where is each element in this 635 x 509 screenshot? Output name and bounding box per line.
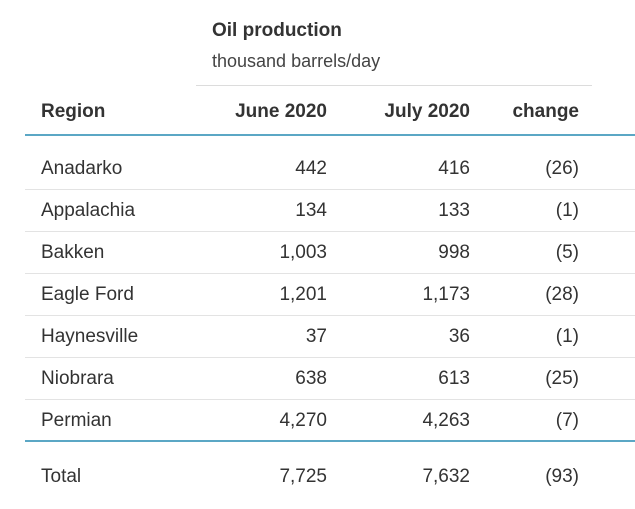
row-divider xyxy=(25,357,635,358)
header-july-2020: July 2020 xyxy=(384,101,470,122)
table-row: Haynesville 37 36 (1) xyxy=(25,316,635,358)
table-row: Appalachia 134 133 (1) xyxy=(25,190,635,232)
table-row: Permian 4,270 4,263 (7) xyxy=(25,400,635,442)
cell-july: 4,263 xyxy=(422,410,470,431)
cell-july: 36 xyxy=(448,326,470,347)
row-divider xyxy=(25,231,635,232)
cell-june: 638 xyxy=(295,368,327,389)
table-title: Oil production xyxy=(212,20,342,41)
cell-july: 133 xyxy=(438,200,470,221)
group-header-divider xyxy=(196,85,592,86)
table-row: Anadarko 442 416 (26) xyxy=(25,148,635,190)
row-divider xyxy=(25,189,635,190)
cell-july: 416 xyxy=(438,158,470,179)
header-region: Region xyxy=(41,101,106,122)
cell-region: Appalachia xyxy=(41,200,136,221)
cell-june: 442 xyxy=(295,158,327,179)
cell-june: 134 xyxy=(295,200,327,221)
cell-change: (28) xyxy=(545,284,579,305)
total-label: Total xyxy=(41,466,82,487)
table-body: Anadarko 442 416 (26) Appalachia 134 133… xyxy=(25,148,635,442)
header-june-2020: June 2020 xyxy=(235,101,327,122)
cell-change: (25) xyxy=(545,368,579,389)
cell-july: 1,173 xyxy=(422,284,470,305)
cell-region: Eagle Ford xyxy=(41,284,134,305)
cell-change: (26) xyxy=(545,158,579,179)
total-divider xyxy=(25,440,635,442)
cell-july: 998 xyxy=(438,242,470,263)
cell-change: (1) xyxy=(555,326,579,347)
cell-june: 37 xyxy=(305,326,327,347)
cell-change: (1) xyxy=(555,200,579,221)
header-change: change xyxy=(512,101,579,122)
cell-region: Anadarko xyxy=(41,158,123,179)
table-units: thousand barrels/day xyxy=(212,51,381,71)
row-divider xyxy=(25,273,635,274)
cell-june: 4,270 xyxy=(279,410,327,431)
table-header-row: Region June 2020 July 2020 change xyxy=(25,90,635,136)
table-row: Niobrara 638 613 (25) xyxy=(25,358,635,400)
cell-region: Haynesville xyxy=(41,326,139,347)
cell-region: Bakken xyxy=(41,242,105,263)
total-july: 7,632 xyxy=(422,466,470,487)
cell-change: (5) xyxy=(555,242,579,263)
cell-region: Permian xyxy=(41,410,112,431)
table-row: Eagle Ford 1,201 1,173 (28) xyxy=(25,274,635,316)
table-row: Bakken 1,003 998 (5) xyxy=(25,232,635,274)
cell-june: 1,201 xyxy=(279,284,327,305)
cell-change: (7) xyxy=(555,410,579,431)
table-total-row: Total 7,725 7,632 (93) xyxy=(25,456,635,498)
total-change: (93) xyxy=(545,466,579,487)
total-june: 7,725 xyxy=(279,466,327,487)
cell-june: 1,003 xyxy=(279,242,327,263)
cell-region: Niobrara xyxy=(41,368,114,389)
column-group-header: Oil production thousand barrels/day xyxy=(212,18,380,74)
row-divider xyxy=(25,399,635,400)
row-divider xyxy=(25,315,635,316)
cell-july: 613 xyxy=(438,368,470,389)
